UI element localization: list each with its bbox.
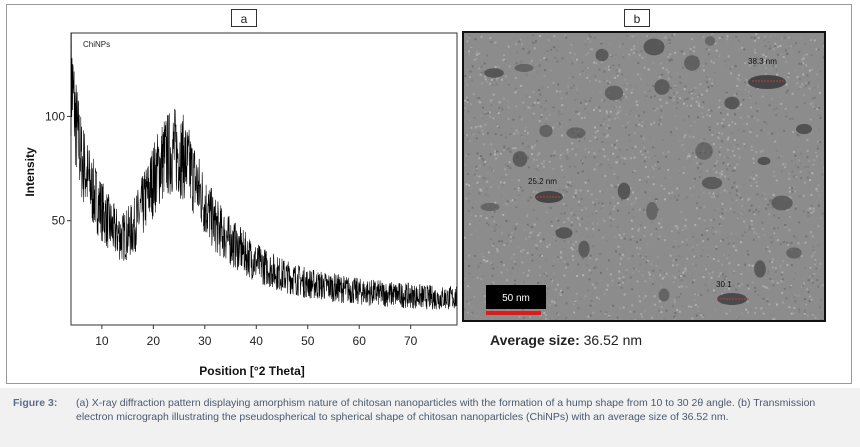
measure-1: 38.3 nm bbox=[748, 57, 786, 89]
x-tick-label: 70 bbox=[404, 334, 418, 348]
caption-text: (a) X-ray diffraction pattern displaying… bbox=[76, 397, 816, 423]
x-axis-label: Position [°2 Theta] bbox=[199, 364, 304, 378]
legend-label: ChiNPs bbox=[83, 40, 110, 49]
figure-frame bbox=[6, 4, 852, 384]
xrd-chart: ChiNPs 10 20 30 40 50 60 70 50 100 Position [°2 … bbox=[23, 32, 458, 378]
tem-image: 38.3 nm 25.2 nm 30.1 50 nm bbox=[464, 33, 824, 320]
measure-2: 25.2 nm bbox=[528, 177, 563, 203]
y-tick-label: 50 bbox=[52, 214, 66, 228]
x-tick-label: 60 bbox=[353, 334, 367, 348]
average-size-value: 36.52 nm bbox=[583, 332, 643, 348]
average-size-label: Average size: bbox=[490, 332, 580, 348]
x-tick-label: 20 bbox=[147, 334, 161, 348]
caption-label: Figure 3: bbox=[13, 397, 58, 409]
scale-bar bbox=[486, 311, 541, 315]
tem-micrograph: 38.3 nm 25.2 nm 30.1 50 nm bbox=[462, 31, 826, 322]
x-tick-label: 50 bbox=[301, 334, 315, 348]
measure-3: 30.1 bbox=[716, 280, 750, 305]
scale-bar-label: 50 nm bbox=[502, 293, 530, 304]
figure-caption: Figure 3: (a) X-ray diffraction pattern … bbox=[0, 388, 860, 447]
panel-label-b: b bbox=[624, 9, 650, 27]
xrd-series-line bbox=[70, 32, 458, 310]
measure-label-3: 30.1 bbox=[716, 280, 732, 289]
x-tick-label: 10 bbox=[95, 334, 109, 348]
y-axis-label: Intensity bbox=[23, 147, 37, 197]
scale-bar-box bbox=[486, 285, 546, 309]
x-tick-label: 30 bbox=[198, 334, 212, 348]
x-tick-label: 40 bbox=[250, 334, 264, 348]
y-tick-label: 100 bbox=[45, 109, 65, 123]
panel-label-a: a bbox=[231, 9, 257, 27]
measure-label-1: 38.3 nm bbox=[748, 57, 777, 66]
plot-frame bbox=[70, 32, 458, 326]
measure-label-2: 25.2 nm bbox=[528, 177, 557, 186]
average-size: Average size: 36.52 nm bbox=[490, 332, 642, 348]
